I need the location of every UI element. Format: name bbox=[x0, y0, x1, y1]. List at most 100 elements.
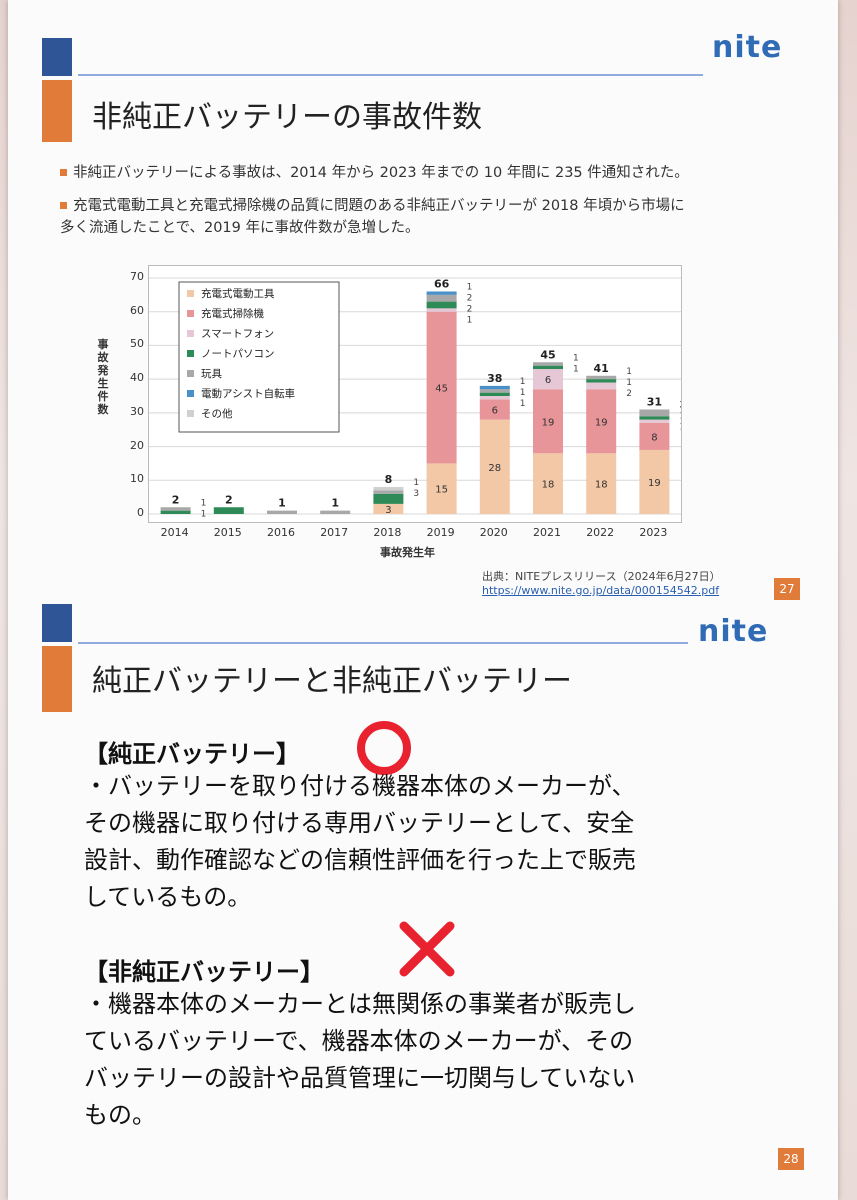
bullet-square-icon bbox=[60, 169, 67, 176]
x-tick-label: 2020 bbox=[479, 526, 508, 539]
bullet-2: 充電式電動工具と充電式掃除機の品質に問題のある非純正バッテリーが 2018 年頃… bbox=[60, 195, 820, 217]
x-tick-label: 2021 bbox=[533, 526, 561, 539]
y-tick-label: 30 bbox=[130, 404, 144, 418]
genuine-line-4: しているもの。 bbox=[84, 883, 252, 911]
bar-segment bbox=[533, 365, 563, 370]
bar-segment bbox=[639, 422, 670, 450]
x-tick-label: 2023 bbox=[639, 526, 668, 539]
bar-segment bbox=[639, 409, 670, 417]
side-label: 1 bbox=[467, 282, 473, 292]
bar-segment bbox=[639, 419, 670, 423]
bar-segment bbox=[533, 389, 563, 454]
chart-frame: 2 2 1 1 8 66 38 45 41 31 3 15 45 28 6 18 19 6 18 19 19 8 1 1 1 3 1… bbox=[148, 265, 685, 523]
x-tick-label: 2022 bbox=[586, 526, 615, 539]
side-label: 1 bbox=[626, 367, 632, 377]
genuine-line-3: 設計、動作確認などの信頼性評価を行った上で販売 bbox=[84, 846, 636, 874]
bar-segment bbox=[160, 510, 191, 514]
bar-segment bbox=[586, 382, 617, 390]
data-label: 8 bbox=[651, 432, 657, 443]
legend-entry: スマートフォン bbox=[201, 328, 274, 340]
genuine-line-2: その機器に取り付ける専用バッテリーとして、安全 bbox=[84, 809, 635, 837]
y-tick-label: 10 bbox=[130, 472, 144, 486]
battery-comparison: 【純正バッテリー】 ・バッテリーを取り付ける機器本体のメーカーが、 その機器に取… bbox=[66, 721, 766, 1130]
bar-segment bbox=[479, 392, 510, 396]
bar-segment bbox=[533, 453, 563, 514]
y-tick-label: 50 bbox=[130, 337, 144, 351]
data-label: 3 bbox=[385, 505, 391, 516]
side-label: 1 bbox=[467, 315, 473, 325]
total-label: 66 bbox=[434, 277, 450, 290]
legend-swatch bbox=[187, 330, 194, 337]
bar-segment bbox=[586, 375, 617, 380]
nite-logo: nite bbox=[712, 30, 783, 65]
side-label: 1 bbox=[679, 422, 681, 432]
legend-entry: その他 bbox=[201, 407, 233, 420]
side-label: 2 bbox=[467, 304, 473, 314]
side-label: 1 bbox=[520, 377, 526, 387]
legend-entry: 充電式電動工具 bbox=[201, 287, 275, 300]
bar-segment bbox=[320, 510, 351, 514]
side-label: 2 bbox=[626, 389, 632, 399]
genuine-line-1: ・バッテリーを取り付ける機器本体のメーカーが、 bbox=[84, 772, 636, 800]
x-tick-label: 2017 bbox=[320, 526, 349, 539]
legend-box bbox=[178, 281, 340, 433]
source-label: 出典：NITEプレスリリース（2024年6月27日） bbox=[482, 570, 721, 583]
bar-segment bbox=[479, 399, 510, 420]
legend-entry: 電動アシスト自転車 bbox=[201, 387, 295, 400]
page-number: 28 bbox=[778, 1148, 804, 1170]
bar-segment bbox=[373, 493, 404, 504]
side-label: 3 bbox=[413, 489, 419, 499]
y-tick-label: 60 bbox=[130, 303, 144, 317]
bar-segment bbox=[373, 490, 404, 494]
header-rule bbox=[78, 642, 688, 644]
nite-logo: nite bbox=[698, 614, 769, 649]
total-label: 41 bbox=[594, 362, 609, 375]
data-label: 18 bbox=[542, 480, 555, 491]
y-tick-label: 20 bbox=[130, 438, 144, 452]
bar-segment bbox=[479, 419, 510, 514]
data-label: 45 bbox=[435, 384, 448, 395]
x-tick-label: 2015 bbox=[213, 526, 242, 539]
side-label: 1 bbox=[201, 509, 207, 519]
bar-segment bbox=[373, 503, 404, 514]
printed-page: nite 非純正バッテリーの事故件数 非純正バッテリーによる事故は、2014 年… bbox=[8, 0, 838, 1200]
bar-segment bbox=[213, 507, 244, 514]
side-label: 2 bbox=[467, 293, 473, 303]
nongenuine-heading: 【非純正バッテリー】 bbox=[84, 958, 324, 986]
header-orange-block bbox=[42, 646, 72, 712]
legend-entry: 充電式掃除機 bbox=[201, 307, 264, 320]
total-label: 1 bbox=[331, 497, 339, 510]
bar-segment bbox=[533, 362, 563, 366]
nongenuine-line-1: ・機器本体のメーカーとは無関係の事業者が販売し bbox=[84, 990, 636, 1018]
bar-segment bbox=[426, 311, 457, 464]
side-label: 1 bbox=[626, 378, 632, 388]
nongenuine-line-2: ているバッテリーで、機器本体のメーカーが、その bbox=[84, 1027, 634, 1055]
y-tick-label: 40 bbox=[130, 371, 144, 385]
bar-segment bbox=[426, 301, 457, 309]
bullet-text: 多く流通したことで、2019 年に事故件数が急増した。 bbox=[60, 220, 420, 236]
slide-title: 非純正バッテリーの事故件数 bbox=[92, 100, 482, 135]
source-link[interactable]: https://www.nite.go.jp/data/000154542.pd… bbox=[482, 584, 720, 597]
bar-segment bbox=[160, 507, 191, 511]
legend-swatch bbox=[187, 350, 194, 357]
header-orange-block bbox=[42, 80, 72, 142]
side-label: 1 bbox=[520, 388, 526, 398]
legend-swatch bbox=[187, 370, 194, 377]
bar-segment bbox=[639, 449, 670, 514]
bar-segment bbox=[479, 389, 510, 393]
bullet-2-cont: 多く流通したことで、2019 年に事故件数が急増した。 bbox=[60, 217, 820, 239]
y-tick-label: 0 bbox=[137, 506, 144, 519]
bullet-1: 非純正バッテリーによる事故は、2014 年から 2023 年までの 10 年間に… bbox=[60, 162, 820, 184]
legend-swatch bbox=[187, 310, 194, 317]
slide-27: nite 非純正バッテリーの事故件数 非純正バッテリーによる事故は、2014 年… bbox=[8, 0, 838, 605]
accident-count-chart: 2 2 1 1866384541313154528618196181919811131… bbox=[149, 277, 685, 519]
side-label: 2 bbox=[679, 400, 681, 410]
bar-segment bbox=[479, 385, 510, 390]
side-label: 1 bbox=[413, 478, 419, 488]
total-label: 8 bbox=[385, 473, 393, 486]
page-number: 27 bbox=[774, 578, 800, 600]
side-label: 1 bbox=[679, 411, 681, 421]
bar-segment bbox=[426, 291, 457, 295]
x-tick-label: 2014 bbox=[160, 526, 189, 539]
nongenuine-line-3: バッテリーの設計や品質管理に一切関与していない bbox=[84, 1064, 636, 1092]
